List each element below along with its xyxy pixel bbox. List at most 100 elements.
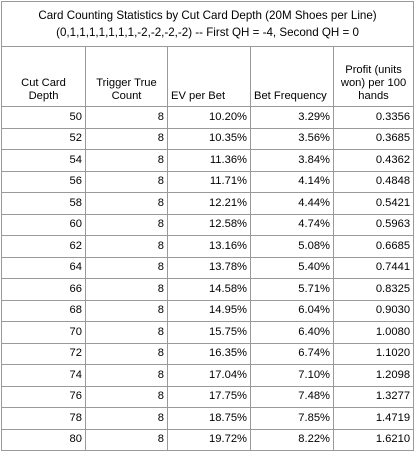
table-row: 50 8 10.20% 3.29% 0.3356	[1, 106, 415, 129]
ev-per-bet-cell: 10.20%	[167, 106, 251, 129]
profit-cell: 0.5963	[332, 213, 415, 236]
trigger-true-count-cell: 8	[85, 127, 168, 150]
table-row: 58 8 12.21% 4.44% 0.5421	[1, 192, 415, 215]
bet-frequency-cell: 3.84%	[250, 149, 334, 172]
table-row: 64 8 13.78% 5.40% 0.7441	[1, 256, 415, 279]
bet-frequency-cell: 5.40%	[250, 256, 334, 279]
ev-per-bet-cell: 12.21%	[167, 192, 251, 215]
cut-card-depth-cell: 60	[1, 213, 86, 236]
ev-per-bet-cell: 11.71%	[167, 170, 251, 193]
bet-frequency-cell: 6.74%	[250, 342, 334, 365]
cut-card-depth-cell: 78	[1, 407, 86, 430]
profit-cell: 1.3277	[332, 385, 415, 408]
profit-cell: 1.4719	[332, 407, 415, 430]
ev-per-bet-cell: 15.75%	[167, 321, 251, 344]
table-row: 70 8 15.75% 6.40% 1.0080	[1, 321, 415, 344]
ev-per-bet-cell: 17.75%	[167, 385, 251, 408]
header-profit-per-100-hands: Profit (units won) per 100 hands	[332, 46, 415, 107]
profit-cell: 1.6210	[332, 428, 415, 451]
bet-frequency-cell: 4.44%	[250, 192, 334, 215]
ev-per-bet-cell: 12.58%	[167, 213, 251, 236]
profit-cell: 0.7441	[332, 256, 415, 279]
table-row: 54 8 11.36% 3.84% 0.4362	[1, 149, 415, 172]
profit-cell: 0.5421	[332, 192, 415, 215]
table-row: 74 8 17.04% 7.10% 1.2098	[1, 364, 415, 387]
table-title: Card Counting Statistics by Cut Card Dep…	[0, 1, 415, 47]
bet-frequency-cell: 8.22%	[250, 428, 334, 451]
table-row: 56 8 11.71% 4.14% 0.4848	[1, 170, 415, 193]
profit-cell: 0.6685	[332, 235, 415, 258]
ev-per-bet-cell: 18.75%	[167, 407, 251, 430]
trigger-true-count-cell: 8	[85, 213, 168, 236]
bet-frequency-cell: 7.48%	[250, 385, 334, 408]
trigger-true-count-cell: 8	[85, 149, 168, 172]
ev-per-bet-cell: 10.35%	[167, 127, 251, 150]
bet-frequency-cell: 6.40%	[250, 321, 334, 344]
table-row: 80 8 19.72% 8.22% 1.6210	[1, 428, 415, 451]
bet-frequency-cell: 7.10%	[250, 364, 334, 387]
profit-cell: 0.8325	[332, 278, 415, 301]
trigger-true-count-cell: 8	[85, 278, 168, 301]
cut-card-depth-cell: 76	[1, 385, 86, 408]
bet-frequency-cell: 3.56%	[250, 127, 334, 150]
trigger-true-count-cell: 8	[85, 106, 168, 129]
header-bet-frequency: Bet Frequency	[250, 46, 334, 107]
header-row: Cut Card Depth Trigger True Count EV per…	[1, 46, 415, 107]
cut-card-depth-cell: 58	[1, 192, 86, 215]
profit-cell: 0.4848	[332, 170, 415, 193]
trigger-true-count-cell: 8	[85, 235, 168, 258]
trigger-true-count-cell: 8	[85, 364, 168, 387]
header-ev-per-bet: EV per Bet	[167, 46, 251, 107]
profit-cell: 1.1020	[332, 342, 415, 365]
cut-card-depth-cell: 62	[1, 235, 86, 258]
table-row: 76 8 17.75% 7.48% 1.3277	[1, 385, 415, 408]
table-row: 62 8 13.16% 5.08% 0.6685	[1, 235, 415, 258]
bet-frequency-cell: 3.29%	[250, 106, 334, 129]
cut-card-depth-cell: 56	[1, 170, 86, 193]
cut-card-depth-cell: 50	[1, 106, 86, 129]
table-row: 68 8 14.95% 6.04% 0.9030	[1, 299, 415, 322]
ev-per-bet-cell: 16.35%	[167, 342, 251, 365]
title-row: Card Counting Statistics by Cut Card Dep…	[0, 1, 415, 47]
trigger-true-count-cell: 8	[85, 321, 168, 344]
cut-card-depth-cell: 66	[1, 278, 86, 301]
table-row: 52 8 10.35% 3.56% 0.3685	[1, 127, 415, 150]
trigger-true-count-cell: 8	[85, 299, 168, 322]
trigger-true-count-cell: 8	[85, 256, 168, 279]
profit-cell: 0.4362	[332, 149, 415, 172]
ev-per-bet-cell: 13.16%	[167, 235, 251, 258]
profit-cell: 1.0080	[332, 321, 415, 344]
ev-per-bet-cell: 14.95%	[167, 299, 251, 322]
cut-card-depth-cell: 68	[1, 299, 86, 322]
table-row: 78 8 18.75% 7.85% 1.4719	[1, 407, 415, 430]
bet-frequency-cell: 5.08%	[250, 235, 334, 258]
table-row: 66 8 14.58% 5.71% 0.8325	[1, 278, 415, 301]
cut-card-depth-cell: 64	[1, 256, 86, 279]
cut-card-depth-cell: 74	[1, 364, 86, 387]
cut-card-depth-cell: 52	[1, 127, 86, 150]
cut-card-depth-cell: 80	[1, 428, 86, 451]
trigger-true-count-cell: 8	[85, 170, 168, 193]
ev-per-bet-cell: 14.58%	[167, 278, 251, 301]
ev-per-bet-cell: 11.36%	[167, 149, 251, 172]
ev-per-bet-cell: 13.78%	[167, 256, 251, 279]
bet-frequency-cell: 4.74%	[250, 213, 334, 236]
bet-frequency-cell: 4.14%	[250, 170, 334, 193]
title-line-2: (0,1,1,1,1,1,1,1,-2,-2,-2,-2) -- First Q…	[56, 26, 359, 39]
profit-cell: 0.3356	[332, 106, 415, 129]
table-row: 60 8 12.58% 4.74% 0.5963	[1, 213, 415, 236]
trigger-true-count-cell: 8	[85, 192, 168, 215]
bet-frequency-cell: 7.85%	[250, 407, 334, 430]
profit-cell: 0.9030	[332, 299, 415, 322]
trigger-true-count-cell: 8	[85, 342, 168, 365]
bet-frequency-cell: 5.71%	[250, 278, 334, 301]
trigger-true-count-cell: 8	[85, 428, 168, 451]
title-line-1: Card Counting Statistics by Cut Card Dep…	[38, 9, 377, 22]
ev-per-bet-cell: 17.04%	[167, 364, 251, 387]
trigger-true-count-cell: 8	[85, 407, 168, 430]
profit-cell: 0.3685	[332, 127, 415, 150]
ev-per-bet-cell: 19.72%	[167, 428, 251, 451]
header-cut-card-depth: Cut Card Depth	[1, 46, 86, 107]
